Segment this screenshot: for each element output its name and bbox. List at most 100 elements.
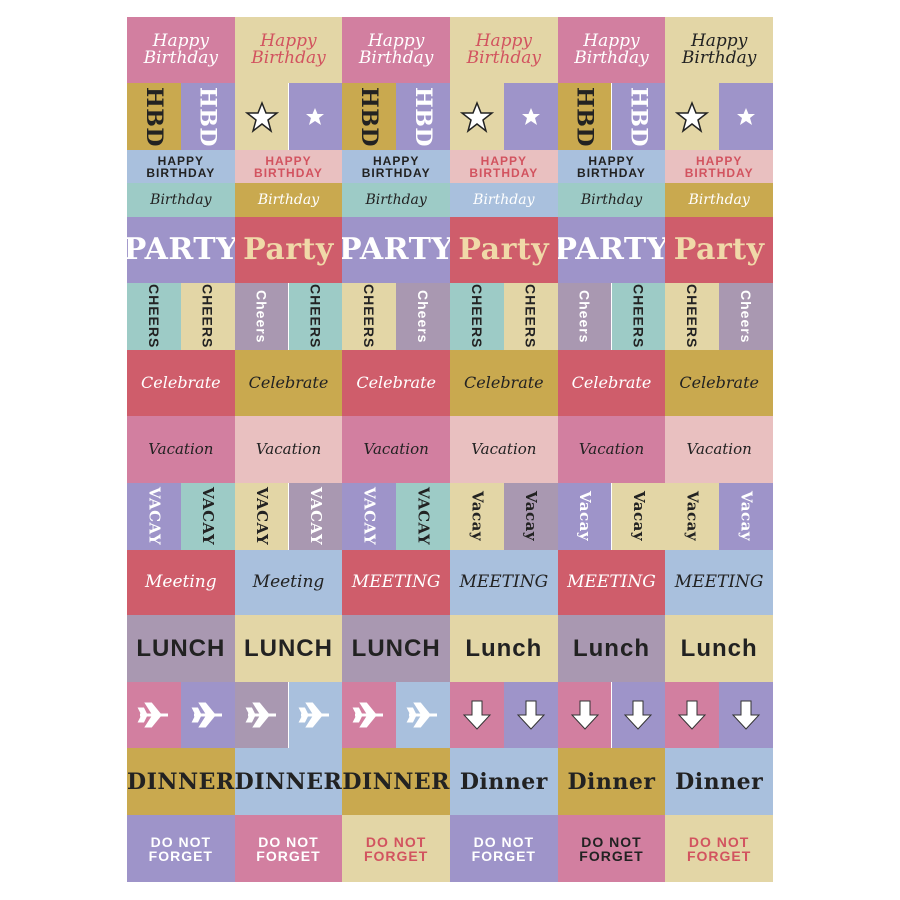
party-sticker: PARTY <box>127 217 235 283</box>
arrow-sticker <box>719 682 773 748</box>
plane-sticker <box>396 682 450 748</box>
sticker-text: Vacay <box>468 491 487 542</box>
vacation-sticker: Vacation <box>342 416 450 483</box>
party-sticker: PARTY <box>557 217 666 283</box>
sticker-text: Celebrate <box>141 373 221 392</box>
happy-birthday-sticker: Happy Birthday <box>127 17 235 83</box>
sticker-text: DINNER <box>342 768 450 795</box>
vacay-sticker: Vacay <box>503 483 558 550</box>
party-sticker: PARTY <box>342 217 450 283</box>
sticker-text: CHEERS <box>199 284 216 349</box>
sticker-text: Celebrate <box>679 373 759 392</box>
sticker-text: DO NOT FORGET <box>148 833 213 864</box>
arrow-sticker <box>557 682 612 748</box>
plane-sticker <box>234 682 289 748</box>
sticker-text: Birthday <box>365 192 427 208</box>
sticker-text: HAPPY BIRTHDAY <box>254 153 323 180</box>
cheers-sticker: CHEERS <box>180 283 235 350</box>
sticker-text: MEETING <box>567 572 656 592</box>
sticker-text: Vacation <box>686 440 752 458</box>
star-sticker <box>450 83 504 150</box>
happy-birthday-sticker: Happy Birthday <box>342 17 450 83</box>
cheers-sticker: CHEERS <box>611 283 666 350</box>
plane-sticker <box>342 682 397 748</box>
sticker-text: DO NOT FORGET <box>579 833 644 864</box>
celebrate-sticker: Celebrate <box>450 350 558 416</box>
sticker-text: CHEERS <box>307 284 324 349</box>
sticker-text: MEETING <box>351 572 441 592</box>
sticker-text: HAPPY BIRTHDAY <box>469 153 539 180</box>
star-sticker <box>234 83 289 150</box>
star-sticker <box>719 83 773 150</box>
sticker-text: Vacay <box>737 491 756 542</box>
plane-sticker <box>127 682 181 748</box>
arrow-sticker <box>611 682 666 748</box>
happy-birthday-caps-sticker: HAPPY BIRTHDAY <box>665 150 773 183</box>
cheers-sticker: CHEERS <box>450 283 504 350</box>
arrow-icon <box>731 700 761 730</box>
sticker-text: Cheers <box>253 289 270 344</box>
birthday-sticker: Birthday <box>342 183 450 217</box>
star-icon <box>244 100 279 133</box>
arrow-sticker <box>450 682 504 748</box>
sticker-text: Lunch <box>572 634 650 662</box>
sticker-text: Dinner <box>675 768 764 795</box>
sticker-text: Cheers <box>415 289 432 344</box>
sticker-text: PARTY <box>557 232 666 267</box>
dinner-sticker: DINNER <box>127 748 235 815</box>
sticker-text: Celebrate <box>248 373 329 392</box>
celebrate-sticker: Celebrate <box>342 350 450 416</box>
sticker-text: HBD <box>625 86 652 147</box>
vacation-sticker: Vacation <box>127 416 235 483</box>
sticker-text: VACAY <box>414 487 433 546</box>
sticker-text: HBD <box>571 86 598 147</box>
sticker-text: Vacay <box>522 491 541 542</box>
sticker-text: Happy Birthday <box>681 31 757 68</box>
vacay-sticker: VACAY <box>342 483 397 550</box>
do-not-forget-sticker: DO NOT FORGET <box>127 815 235 882</box>
happy-birthday-sticker: Happy Birthday <box>450 17 558 83</box>
sticker-text: DO NOT FORGET <box>686 833 752 864</box>
party-sticker: Party <box>450 217 558 283</box>
birthday-sticker: Birthday <box>234 183 343 217</box>
sticker-text: Happy Birthday <box>466 31 542 68</box>
sticker-text: Lunch <box>465 634 543 662</box>
plane-icon <box>245 702 276 728</box>
happy-birthday-sticker: Happy Birthday <box>557 17 666 83</box>
plane-icon <box>352 702 384 728</box>
arrow-sticker <box>665 682 720 748</box>
star-sticker <box>288 83 343 150</box>
sticker-text: Dinner <box>459 768 548 795</box>
star-small-icon <box>306 107 325 125</box>
celebrate-sticker: Celebrate <box>665 350 773 416</box>
do-not-forget-sticker: DO NOT FORGET <box>234 815 343 882</box>
vacation-sticker: Vacation <box>665 416 773 483</box>
lunch-sticker: LUNCH <box>234 615 343 682</box>
cheers-sticker: Cheers <box>557 283 612 350</box>
sticker-text: Dinner <box>567 768 656 795</box>
sticker-text: Happy Birthday <box>574 31 649 68</box>
sticker-text: DINNER <box>127 768 235 795</box>
happy-birthday-caps-sticker: HAPPY BIRTHDAY <box>557 150 666 183</box>
sticker-text: Vacay <box>629 491 648 542</box>
sticker-text: LUNCH <box>136 634 226 662</box>
vacay-sticker: Vacay <box>450 483 504 550</box>
birthday-sticker: Birthday <box>557 183 666 217</box>
plane-icon <box>191 702 222 728</box>
sticker-text: Party <box>458 232 550 267</box>
sticker-text: CHEERS <box>468 284 485 349</box>
meeting-sticker: Meeting <box>234 550 343 615</box>
happy-birthday-sticker: Happy Birthday <box>665 17 773 83</box>
sticker-text: Vacation <box>578 440 645 458</box>
dinner-sticker: Dinner <box>665 748 773 815</box>
sticker-text: Happy Birthday <box>251 31 326 68</box>
sticker-text: Happy Birthday <box>358 31 434 68</box>
sticker-text: VACAY <box>253 487 272 546</box>
cheers-sticker: Cheers <box>396 283 450 350</box>
sticker-text: HAPPY BIRTHDAY <box>684 153 754 180</box>
sticker-text: HBD <box>410 86 437 147</box>
vacation-sticker: Vacation <box>450 416 558 483</box>
party-sticker: Party <box>234 217 343 283</box>
vacay-sticker: Vacay <box>719 483 773 550</box>
